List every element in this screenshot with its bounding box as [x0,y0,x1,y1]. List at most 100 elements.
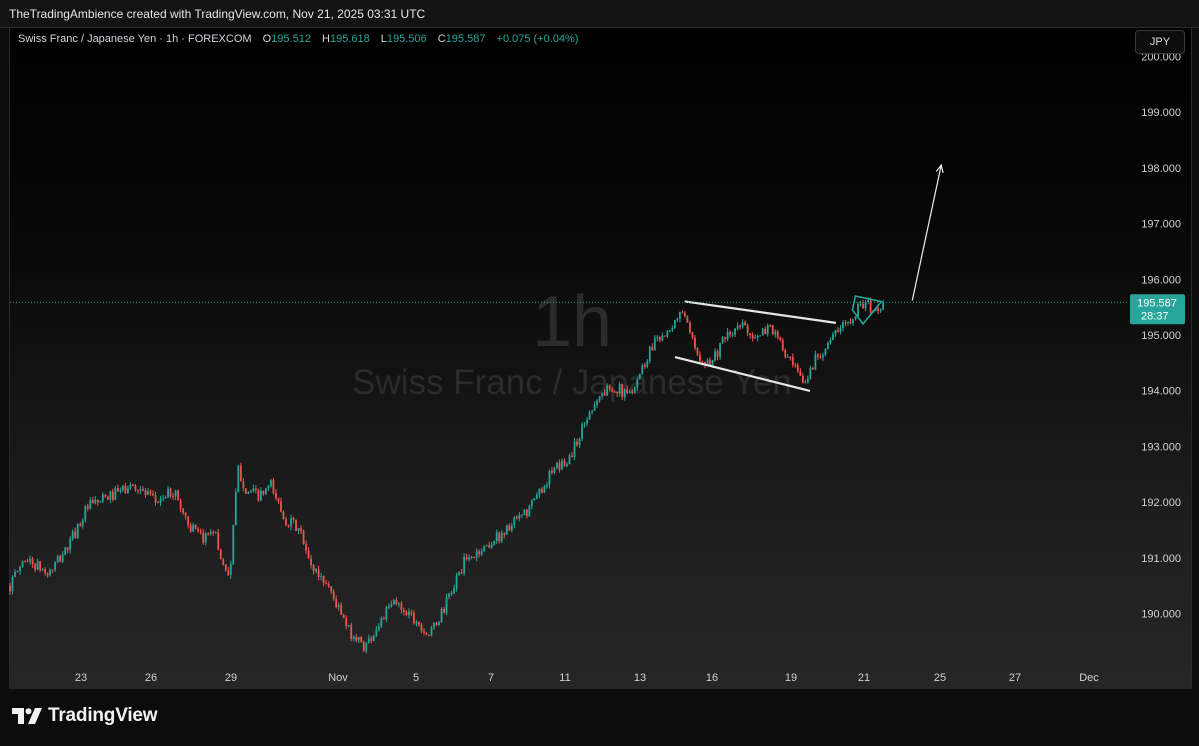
candle-body [523,509,526,515]
candle-body [869,300,872,313]
x-tick-label: 21 [858,672,870,684]
candle-body [694,337,696,349]
candle-body [39,561,42,571]
candle-body [287,525,290,527]
candle-body [706,359,709,365]
y-tick-label: 199.000 [1141,107,1181,119]
y-tick-label: 194.000 [1141,386,1181,398]
candle-body [699,354,701,362]
trendline[interactable] [674,356,811,392]
candle-body [628,391,631,394]
candle-body [601,392,604,396]
candle-body [212,532,215,534]
candle-body [648,346,651,362]
candle-body [518,515,521,519]
candle-body [684,312,686,317]
candle-body [485,545,488,547]
candle-body [46,573,49,576]
candle-body [400,603,403,610]
candle-body [804,382,807,384]
candle-body [260,490,262,501]
candle-body [285,519,287,526]
candle-body [69,538,72,550]
candle-body [631,391,634,393]
candle-body [249,491,252,493]
candle-body [91,500,94,504]
candle-body [784,350,787,358]
symbol-legend[interactable]: Swiss Franc / Japanese Yen · 1h · FOREXC… [18,33,578,45]
candle-body [676,318,679,321]
candle-body [811,367,814,370]
candle-body [74,531,77,538]
candle-body [470,557,473,559]
candle-body [463,556,466,574]
candle-body [503,532,506,535]
candle-body [633,387,636,393]
candle-body [154,495,157,503]
candle-body [51,569,54,571]
candle-body [242,481,245,489]
candle-body [794,364,797,366]
candle-body [320,575,323,577]
candle-body [746,325,749,334]
candle-body [184,512,187,517]
candle-body [177,490,180,501]
candle-body [656,337,659,339]
candle-body [448,593,450,597]
candle-body [613,391,616,393]
candle-body [488,545,491,548]
candle-body [41,569,44,571]
candle-body [739,325,742,327]
candle-body [109,491,112,500]
candle-body [588,411,591,420]
candle-body [791,357,794,365]
candle-body [129,484,132,488]
candle-body [372,635,375,641]
candle-body [681,312,684,314]
candle-body [36,561,39,570]
symbol-title[interactable]: Swiss Franc / Japanese Yen · 1h · FOREXC… [18,33,252,45]
candle-body [581,424,583,439]
candle-body [749,333,752,335]
candle-body [61,554,64,562]
candle-body [104,494,107,497]
candle-body [297,528,300,531]
open-value: 195.512 [271,33,311,45]
watermark: 1h Swiss Franc / Japanese Yen [352,282,792,402]
candle-body [124,485,127,494]
tradingview-logo[interactable]: TradingView [12,705,158,727]
candle-body [769,325,772,327]
candle-body [408,611,410,615]
candle-body [771,325,774,335]
candle-body [14,571,16,577]
watermark-symbol-name: Swiss Franc / Japanese Yen [352,363,792,402]
x-tick-label: 29 [225,672,237,684]
candle-body [209,532,212,535]
candle-body [651,346,654,351]
candle-body [169,488,172,497]
candle-body [827,342,829,349]
trendline[interactable] [684,300,837,324]
candle-body [433,622,435,628]
candle-body [801,375,804,383]
footer [0,689,1199,746]
candle-body [332,591,335,599]
candle-body [275,492,277,499]
candle-body [724,337,726,340]
projection-arrow[interactable] [911,164,942,301]
chart-panel[interactable] [9,28,1192,689]
candle-body [420,624,423,632]
candle-body [277,498,280,502]
candle-body [207,533,210,535]
candle-body [76,523,79,538]
candle-body [114,488,117,500]
low-label: L [380,33,387,45]
candle-body [734,328,737,335]
candle-body [322,575,325,583]
currency-button[interactable]: JPY [1135,30,1185,54]
candle-body [219,549,222,560]
candle-body [495,532,498,541]
bull-flag-shape[interactable] [851,295,883,326]
candle-body [423,631,425,633]
